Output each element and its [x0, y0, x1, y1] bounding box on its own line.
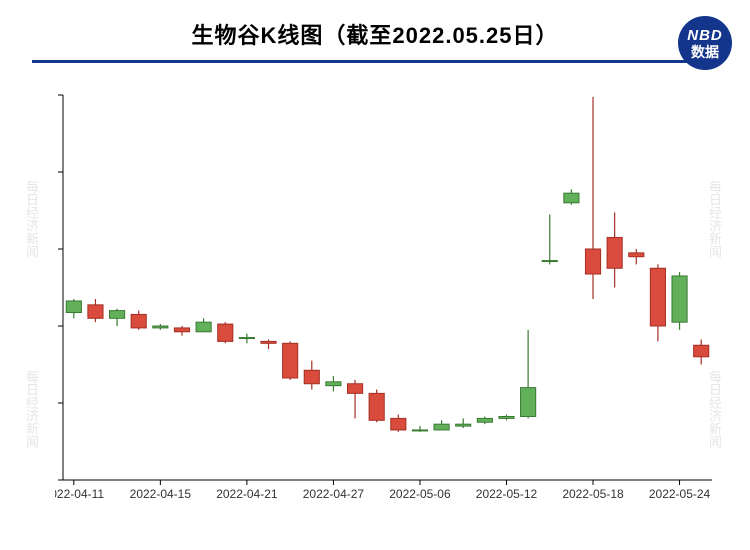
logo-line2: 数据 [691, 45, 719, 59]
candle-body [66, 301, 81, 313]
title-underline [32, 60, 718, 63]
candle-body [629, 253, 644, 257]
candle-body [326, 382, 341, 386]
candle-body [304, 370, 319, 383]
chart-title: 生物谷K线图（截至2022.05.25日） [20, 18, 730, 50]
candle-body [585, 249, 600, 274]
candle-body [412, 430, 427, 431]
candle-body [650, 268, 665, 326]
candle-body [434, 424, 449, 430]
candle-body [694, 345, 709, 357]
x-tick-label: 2022-04-15 [130, 487, 192, 501]
candle-body [174, 328, 189, 332]
x-tick-label: 2022-05-18 [562, 487, 624, 501]
x-tick-label: 2022-05-12 [476, 487, 538, 501]
chart-container: 生物谷K线图（截至2022.05.25日） NBD 数据 每日经济新闻 每日经济… [0, 0, 750, 550]
x-tick-label: 2022-04-27 [303, 487, 365, 501]
candle-body [369, 393, 384, 420]
x-tick-label: 2022-05-06 [389, 487, 451, 501]
x-tick-label: 2022-04-21 [216, 487, 278, 501]
candle-body [261, 341, 276, 343]
x-tick-label: 2022-04-11 [55, 487, 104, 501]
logo-line1: NBD [687, 28, 723, 43]
header: 生物谷K线图（截至2022.05.25日） NBD 数据 [0, 0, 750, 73]
nbd-logo: NBD 数据 [678, 16, 732, 70]
candle-body [542, 261, 557, 262]
candle-body [218, 324, 233, 341]
x-tick-label: 2022-05-24 [649, 487, 711, 501]
watermark-1: 每日经济新闻 [22, 180, 41, 258]
candle-body [347, 384, 362, 394]
candle-body [88, 305, 103, 318]
candle-body [499, 416, 514, 418]
candle-body [239, 338, 254, 339]
candle-body [607, 237, 622, 268]
candle-body [196, 322, 211, 332]
candle-body [521, 388, 536, 417]
candle-body [131, 314, 146, 327]
candle-body [672, 276, 687, 322]
candle-body [391, 418, 406, 430]
candlestick-chart: 68101214162022-04-112022-04-152022-04-21… [55, 90, 720, 510]
candle-body [153, 326, 168, 328]
candle-body [110, 311, 125, 319]
candle-body [283, 343, 298, 378]
candle-body [477, 418, 492, 422]
watermark-2: 每日经济新闻 [22, 370, 41, 448]
candle-body [564, 193, 579, 203]
chart-svg: 68101214162022-04-112022-04-152022-04-21… [55, 90, 720, 510]
candle-body [456, 424, 471, 426]
